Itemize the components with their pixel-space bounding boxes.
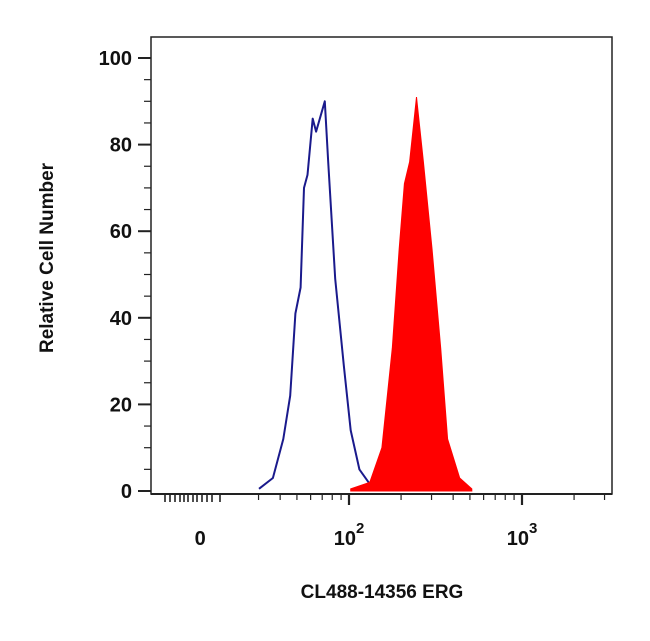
y-tick-label: 80 (110, 135, 132, 157)
x-tick-label: 103 (507, 520, 538, 550)
y-tick-label: 40 (110, 308, 132, 330)
x-tick-label: 102 (334, 520, 365, 550)
x-tick-exponent: 3 (529, 520, 537, 537)
y-tick-label: 60 (110, 221, 132, 243)
y-tick-label: 100 (99, 48, 132, 70)
y-tick-label: 0 (121, 481, 132, 503)
x-axis-title: CL488-14356 ERG (301, 582, 464, 603)
x-tick-label: 0 (195, 528, 206, 550)
series-erg-area (350, 96, 473, 492)
x-tick-exponent: 2 (356, 520, 364, 537)
y-axis-title: Relative Cell Number (37, 162, 58, 353)
y-tick-label: 20 (110, 394, 132, 416)
plot-frame (150, 36, 613, 495)
series-control-line (258, 100, 375, 490)
